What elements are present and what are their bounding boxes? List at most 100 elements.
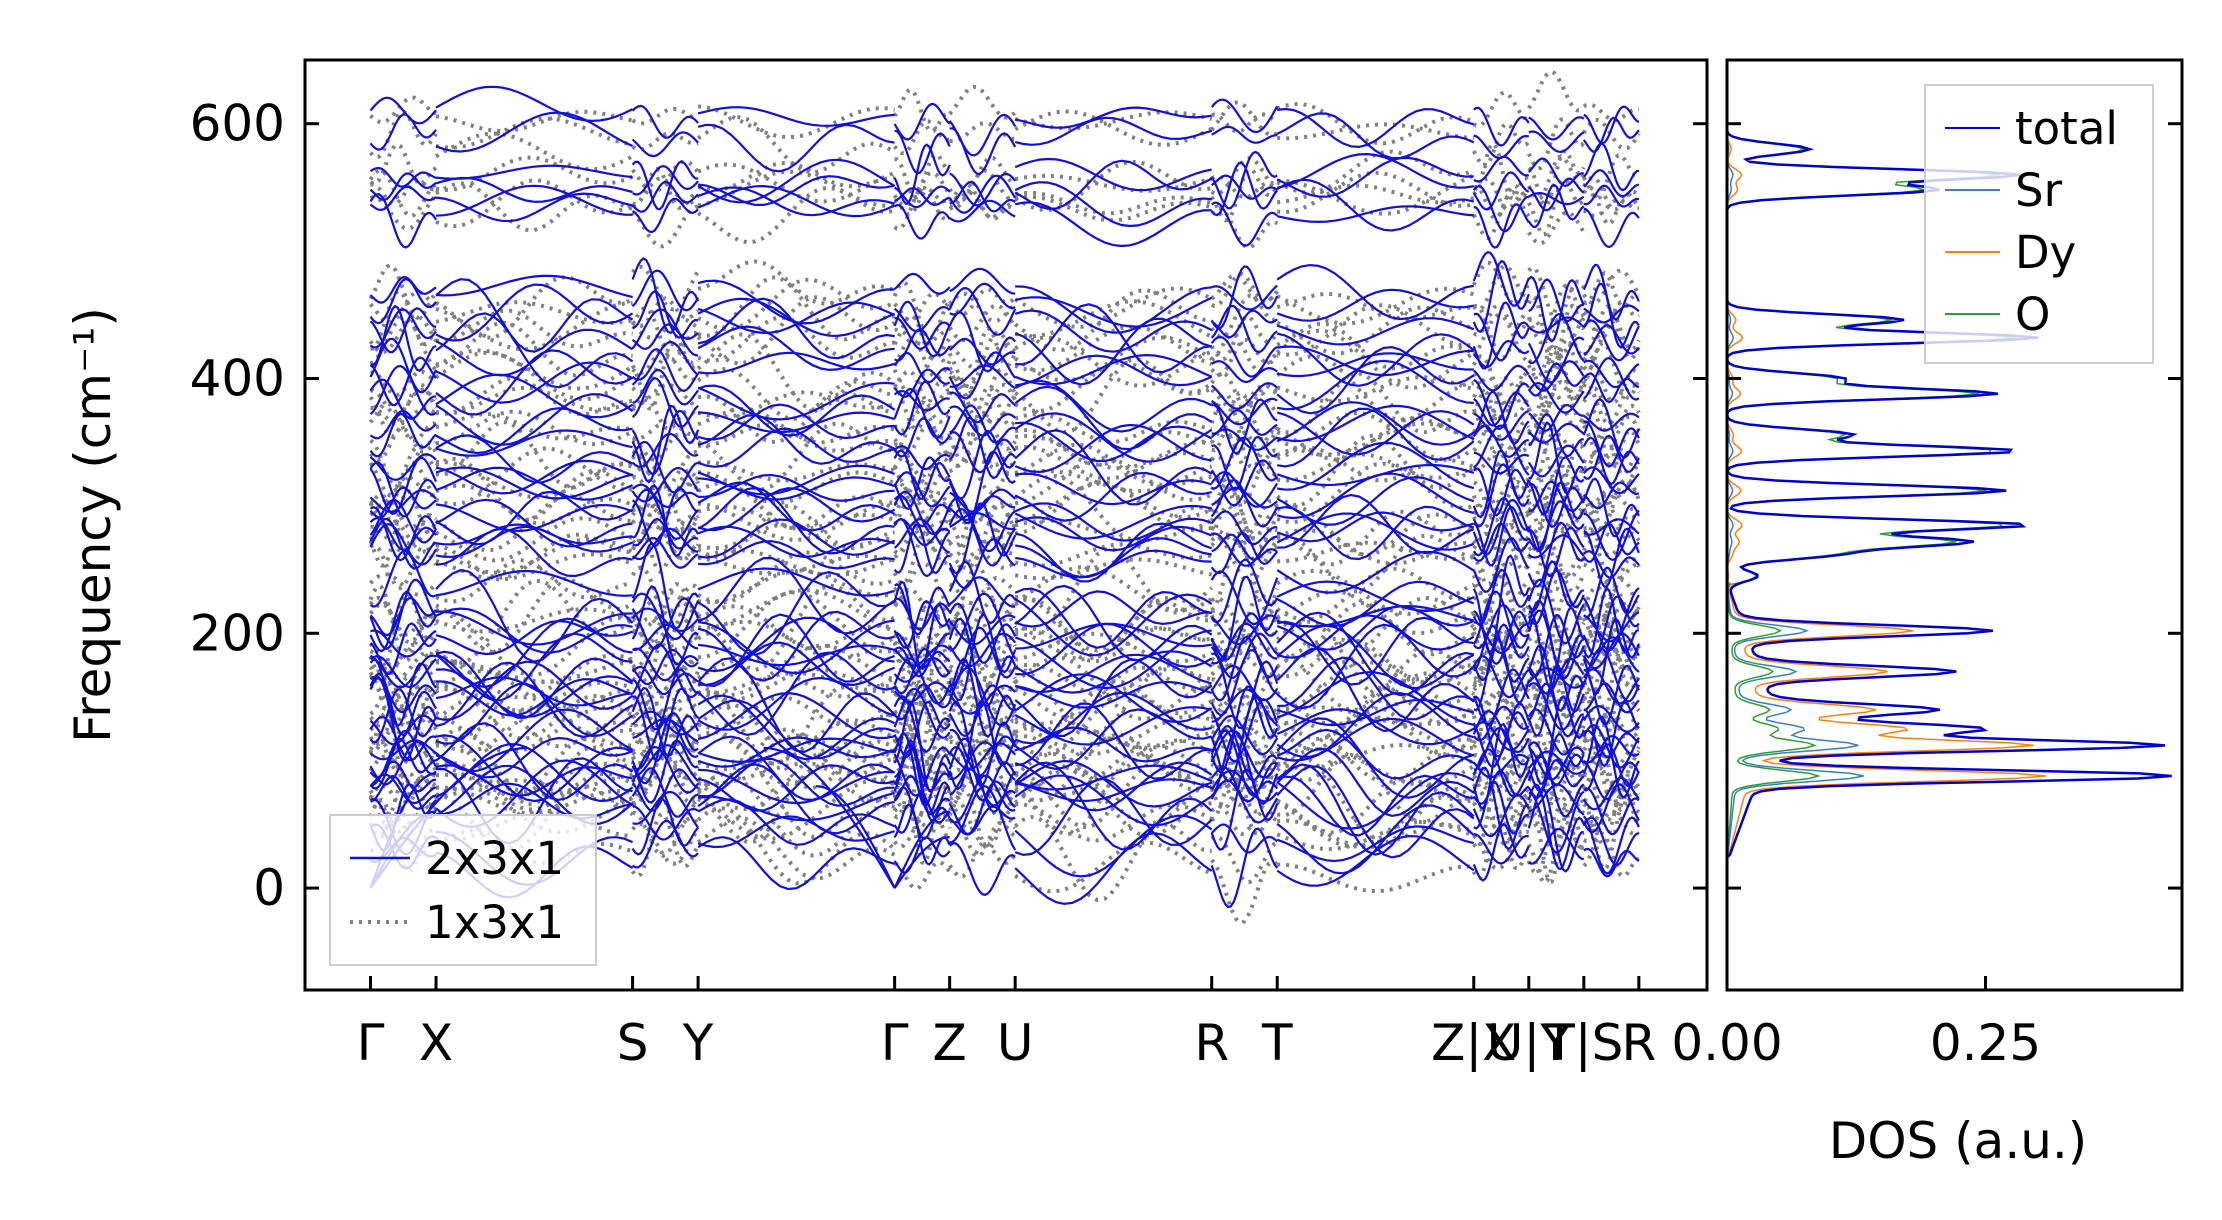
band-2x3x1-110	[631, 718, 699, 771]
band-1x3x1-275	[1581, 585, 1641, 637]
band-2x3x1-51	[698, 791, 895, 822]
band-2x3x1-131	[1582, 723, 1640, 769]
band-2x3x1-117	[1472, 753, 1530, 779]
band-1x3x1-415	[1210, 430, 1279, 481]
band-2x3x1-554	[631, 257, 700, 335]
band-2x3x1-234	[1014, 650, 1213, 694]
band-1x3x1-607	[1210, 156, 1279, 196]
band-2x3x1-270	[1014, 584, 1213, 662]
band-2x3x1-227	[1583, 636, 1640, 673]
band-2x3x1-601	[435, 164, 633, 180]
y-axis-title: Frequency (cm⁻¹)	[64, 307, 122, 743]
band-2x3x1-302	[631, 541, 699, 630]
band-1x3x1-237	[1472, 629, 1530, 671]
band-2x3x1-314	[631, 536, 699, 569]
band-2x3x1-534	[1014, 309, 1213, 353]
band-2x3x1-567	[697, 184, 896, 218]
band-1x3x1-630	[1014, 110, 1213, 131]
band-2x3x1-497	[948, 351, 1017, 400]
band-2x3x1-29	[949, 805, 1016, 836]
band-2x3x1-34	[1527, 783, 1585, 870]
band-2x3x1-602	[631, 160, 699, 211]
band-2x3x1-543	[697, 301, 896, 335]
band-1x3x1-444	[368, 401, 437, 443]
band-2x3x1-580	[894, 186, 951, 206]
band-2x3x1-471	[697, 384, 896, 437]
band-2x3x1-484	[893, 368, 951, 398]
band-1x3x1-588	[370, 178, 437, 206]
band-2x3x1-257	[948, 632, 1017, 668]
band-2x3x1-223	[1211, 652, 1279, 729]
band-2x3x1-555	[697, 279, 895, 325]
band-1x3x1-168	[369, 680, 438, 731]
band-2x3x1-341	[948, 507, 1017, 567]
band-2x3x1-88	[893, 747, 951, 792]
band-2x3x1-616	[894, 129, 951, 175]
band-1x3x1-573	[1471, 190, 1531, 240]
band-2x3x1-551	[1583, 304, 1640, 324]
band-2x3x1-458	[631, 376, 699, 429]
band-2x3x1-553	[435, 274, 633, 299]
band-2x3x1-610	[1527, 157, 1584, 188]
band-2x3x1-446	[631, 409, 699, 475]
band-2x3x1-315	[698, 540, 895, 570]
band-1x3x1-405	[1473, 479, 1531, 523]
band-1x3x1-102	[1014, 736, 1213, 789]
band-2x3x1-155	[1582, 705, 1640, 733]
band-2x3x1-43	[1210, 779, 1279, 824]
band-1x3x1-308	[1276, 568, 1475, 616]
band-2x3x1-421	[435, 434, 634, 484]
band-1x3x1-104	[1276, 742, 1475, 771]
band-2x3x1-171	[697, 676, 895, 731]
band-2x3x1-512	[1277, 345, 1474, 377]
band-2x3x1-588	[369, 172, 437, 202]
band-2x3x1-594	[1014, 159, 1213, 210]
band-2x3x1-608	[1276, 156, 1474, 198]
band-2x3x1-631	[1210, 98, 1279, 134]
band-1x3x1-289	[435, 576, 634, 655]
band-2x3x1-322	[1527, 521, 1585, 588]
band-2x3x1-303	[697, 567, 895, 597]
band-2x3x1-56	[1276, 763, 1475, 856]
band-2x3x1-316	[893, 523, 950, 575]
band-2x3x1-495	[697, 351, 895, 375]
band-1x3x1-301	[435, 558, 633, 604]
band-2x3x1-286	[1527, 578, 1585, 645]
band-1x3x1-240	[368, 592, 438, 676]
band-2x3x1-466	[1528, 403, 1584, 432]
band-2x3x1-600	[369, 166, 437, 188]
band-2x3x1-598	[1528, 177, 1585, 212]
band-2x3x1-218	[631, 648, 699, 686]
band-2x3x1-284	[1276, 604, 1475, 628]
band-2x3x1-487	[1211, 382, 1278, 410]
band-1x3x1-558	[1014, 286, 1213, 329]
band-2x3x1-186	[1014, 658, 1213, 738]
band-2x3x1-159	[697, 694, 896, 761]
band-2x3x1-280	[893, 580, 951, 671]
band-2x3x1-371	[1583, 509, 1640, 561]
band-1x3x1-96	[368, 739, 438, 788]
band-2x3x1-281	[948, 614, 1016, 646]
band-1x3x1-243	[697, 619, 896, 661]
band-2x3x1-338	[632, 517, 699, 550]
band-1x3x1-511	[1210, 332, 1279, 373]
band-2x3x1-79	[1210, 765, 1279, 803]
band-2x3x1-408	[369, 456, 438, 515]
band-1x3x1-241	[435, 652, 634, 700]
band-2x3x1-463	[1211, 398, 1278, 455]
band-1x3x1-350	[631, 483, 700, 546]
band-1x3x1-598	[1527, 154, 1586, 201]
band-1x3x1-310	[1527, 543, 1586, 594]
band-2x3x1-558	[1015, 285, 1212, 334]
band-1x3x1-293	[949, 563, 1018, 625]
band-2x3x1-221	[948, 613, 1017, 702]
band-2x3x1-504	[370, 304, 437, 372]
dos-series-Sr	[1727, 98, 1864, 952]
band-1x3x1-391	[1209, 476, 1279, 536]
band-1x3x1-183	[697, 656, 896, 699]
band-2x3x1-2	[631, 819, 699, 869]
band-2x3x1-482	[631, 348, 700, 392]
band-2x3x1-5	[949, 842, 1016, 896]
band-2x3x1-31	[1210, 768, 1279, 851]
band-2x3x1-116	[1276, 728, 1475, 780]
